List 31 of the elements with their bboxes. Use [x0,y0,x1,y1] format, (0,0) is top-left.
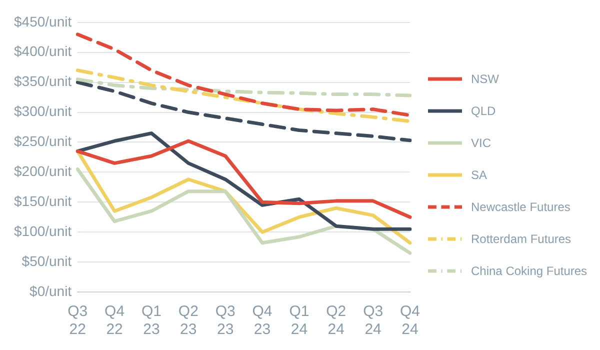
x-tick-label: Q2 24 [326,303,346,338]
x-tick-label: Q3 24 [363,303,384,338]
line-series [76,78,412,98]
x-tick-label: Q1 24 [289,303,310,338]
x-tick-label: Q3 23 [215,303,236,338]
x-tick-label: Q1 23 [141,303,162,338]
line-series [76,32,412,118]
legend-label: Rotterdam Futures [471,232,572,246]
y-tick-label: $250/unit [14,133,72,150]
x-tick-label: Q3 22 [68,303,88,338]
legend-label: Newcastle Futures [471,200,570,214]
line-series [76,80,412,142]
y-tick-label: $450/unit [14,13,72,30]
y-tick-label: $0/unit [30,282,72,299]
y-tick-label: $50/unit [22,252,72,269]
legend-label: QLD [471,104,496,118]
y-tick-label: $100/unit [14,222,72,239]
x-tick-label: Q2 23 [178,303,198,338]
legend-label: China Coking Futures [471,264,588,278]
line-series [76,68,412,124]
x-tick-label: Q4 23 [252,303,272,338]
x-tick-label: Q4 22 [104,303,125,338]
legend-label: SA [471,168,488,182]
legend-label: VIC [471,136,492,150]
y-tick-label: $300/unit [14,103,72,120]
y-tick-label: $150/unit [14,192,72,209]
y-tick-label: $350/unit [14,73,72,90]
x-tick-label: Q4 24 [400,303,420,338]
legend-label: NSW [471,72,499,86]
y-tick-label: $400/unit [14,43,72,60]
y-tick-label: $200/unit [14,163,72,180]
